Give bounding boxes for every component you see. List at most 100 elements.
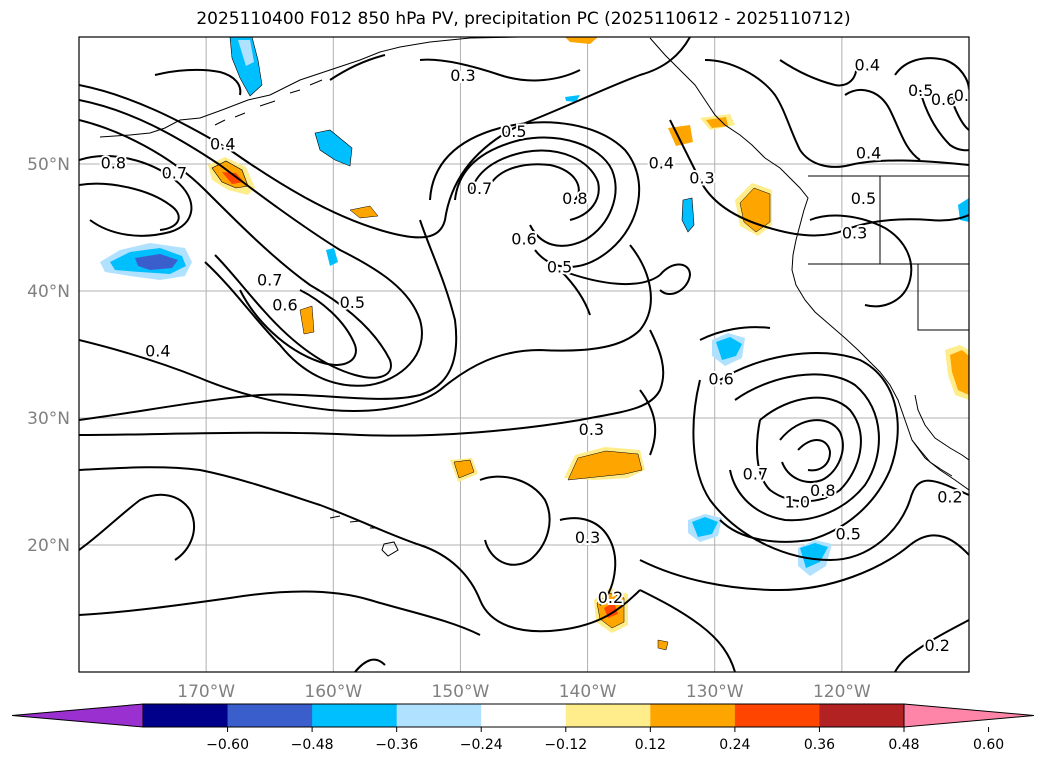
pv-contour xyxy=(419,58,581,82)
colorbar-tick-label: −0.12 xyxy=(544,737,587,753)
pv-contour xyxy=(429,121,641,268)
pv-contour xyxy=(729,373,880,522)
pv-contour xyxy=(639,534,969,592)
precip-positive-area xyxy=(706,117,728,128)
colorbar-segment xyxy=(227,704,313,727)
precipitation-shading xyxy=(100,37,969,651)
contour-label: 0.5 xyxy=(851,189,876,208)
precip-positive-area xyxy=(565,37,598,44)
baja-peninsula xyxy=(911,394,969,477)
contour-label: 0.7 xyxy=(467,179,492,198)
pv-contour xyxy=(919,89,969,152)
colorbar: −0.60 −0.48 −0.36 −0.24 −0.12 0.12 0.24 0.36 0.4… xyxy=(11,703,1035,753)
pv-contour xyxy=(779,419,844,483)
contour-label: 0.8 xyxy=(562,189,587,208)
contour-label: 0.6 xyxy=(931,90,956,109)
contour-label: 0.5 xyxy=(835,524,860,543)
colorbar-segment xyxy=(734,704,820,727)
contour-label: 0.5 xyxy=(908,81,933,100)
precip-positive-area xyxy=(604,602,618,618)
contour-label: 0.4 xyxy=(210,134,235,153)
colorbar-segment xyxy=(819,704,905,727)
precip-positive-area xyxy=(349,205,379,219)
pv-contour xyxy=(79,182,180,231)
colorbar-segment xyxy=(312,704,398,727)
pv-contour xyxy=(354,658,386,672)
contour-labels: 0.30.50.70.80.60.50.40.30.40.50.60.70.40… xyxy=(99,54,969,657)
pv-contour xyxy=(559,269,591,316)
colorbar-tick-label: 0.48 xyxy=(888,737,919,753)
latitude-tick-label: 30°N xyxy=(27,409,70,429)
contour-label: 0.8 xyxy=(810,481,835,500)
contour-label: 1.0 xyxy=(785,493,810,512)
precip-negative-area xyxy=(326,248,338,266)
pv-contour xyxy=(454,136,617,247)
pacific-coast xyxy=(649,37,969,491)
precip-positive-area xyxy=(567,450,643,481)
pv-contour xyxy=(692,379,969,562)
longitude-tick-label: 120°W xyxy=(813,682,871,702)
colorbar-tick-label: 0.36 xyxy=(804,737,835,753)
pv-contour xyxy=(559,269,661,285)
contour-label: 0.4 xyxy=(855,56,880,75)
colorbar-tick-label: −0.60 xyxy=(206,737,249,753)
contour-label: 0.4 xyxy=(145,341,170,360)
precip-negative-area xyxy=(229,37,263,97)
pv-contour xyxy=(79,493,195,561)
precip-negative-area xyxy=(135,254,178,270)
contour-label: 0.8 xyxy=(101,154,126,173)
contour-label: 0.3 xyxy=(842,223,867,242)
contour-label: 0.5 xyxy=(340,293,365,312)
contour-label: 0.2 xyxy=(598,588,623,607)
pv-contour xyxy=(154,68,242,96)
contour-label: 0.6 xyxy=(511,230,536,249)
colorbar-tick-label: 0.24 xyxy=(719,737,750,753)
colorbar-segment xyxy=(143,704,229,727)
precip-negative-area xyxy=(800,543,828,568)
precip-negative-area xyxy=(238,40,254,66)
contour-label: 0.5 xyxy=(547,258,572,277)
precip-negative-area xyxy=(565,95,580,102)
pv-contours xyxy=(79,37,969,672)
contour-label: 0.7 xyxy=(162,164,187,183)
precip-negative-area xyxy=(716,337,742,360)
precip-positive-area xyxy=(222,172,244,184)
contour-label: 0.7 xyxy=(743,465,768,484)
colorbar-tick-label: 0.60 xyxy=(973,737,1004,753)
contour-label: 0.3 xyxy=(450,66,475,85)
precip-negative-area xyxy=(692,517,718,537)
pv-contour xyxy=(639,389,657,456)
colorbar-segment xyxy=(565,704,651,727)
longitude-tick-labels: 170°W 160°W 150°W 140°W 130°W 120°W xyxy=(177,682,871,702)
longitude-tick-label: 140°W xyxy=(559,682,617,702)
colorbar-tick-label: −0.24 xyxy=(460,737,503,753)
pv-contour xyxy=(756,396,862,503)
contour-label: 0.2 xyxy=(924,636,949,655)
contour-label: 0.3 xyxy=(579,420,604,439)
pv-contour xyxy=(239,289,357,366)
pv-contour xyxy=(949,94,969,131)
contour-label: 0.3 xyxy=(575,528,600,547)
pv-contour xyxy=(79,244,652,412)
pv-contour xyxy=(659,263,692,295)
latitude-tick-label: 40°N xyxy=(27,282,70,302)
pv-contour xyxy=(669,119,969,237)
alaska-islands xyxy=(214,79,323,126)
precip-positive-area xyxy=(657,639,669,651)
precip-positive-area xyxy=(299,305,315,335)
precip-positive-area xyxy=(950,350,969,395)
hawaii xyxy=(329,515,399,557)
pv-contour xyxy=(894,57,969,91)
pv-contour xyxy=(639,589,736,672)
longitude-tick-label: 160°W xyxy=(304,682,362,702)
colorbar-outline xyxy=(142,703,905,728)
pv-contour xyxy=(797,439,832,472)
precip-negative-area xyxy=(681,197,695,233)
pv-contour xyxy=(469,149,600,221)
colorbar-tick-label: 0.12 xyxy=(635,737,666,753)
contour-label: 0.2 xyxy=(937,488,962,507)
contour-label: 0.6 xyxy=(708,369,733,388)
pv-contour xyxy=(329,54,386,81)
